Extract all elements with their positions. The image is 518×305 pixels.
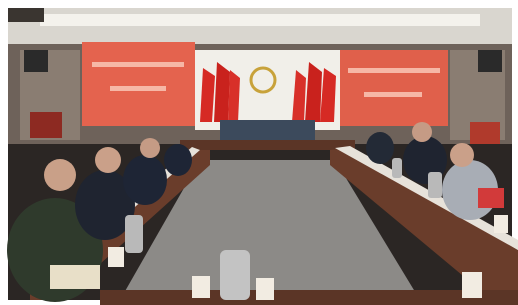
cup xyxy=(256,278,274,300)
flag xyxy=(228,70,240,122)
page xyxy=(0,0,518,305)
cup xyxy=(108,247,124,267)
back-table xyxy=(180,140,355,150)
notebook xyxy=(50,265,100,289)
wall-emblem-left xyxy=(30,112,62,138)
cup xyxy=(494,215,508,233)
cup xyxy=(462,272,482,298)
speaker-right xyxy=(478,50,502,72)
front-table xyxy=(100,290,518,305)
person-head xyxy=(450,143,474,167)
speaker-left xyxy=(24,50,48,72)
meeting-room-photo xyxy=(0,0,518,305)
person-head xyxy=(44,159,76,191)
thermos xyxy=(392,158,402,178)
person xyxy=(164,144,192,176)
thermos xyxy=(220,250,250,300)
wall-emblem-right xyxy=(470,122,500,144)
screen-left xyxy=(82,42,195,126)
thermos xyxy=(125,215,143,253)
ceiling-light xyxy=(40,14,480,26)
screen-left-text-line xyxy=(92,62,184,67)
screen-right xyxy=(340,50,448,126)
person-head xyxy=(140,138,160,158)
person xyxy=(366,132,394,164)
folder xyxy=(478,188,504,208)
cup xyxy=(192,276,210,298)
person-head xyxy=(412,122,432,142)
person xyxy=(123,155,167,205)
screen-right-text-line xyxy=(364,92,422,97)
screen-left-text-line xyxy=(110,86,166,91)
screen-right-text-line xyxy=(348,68,440,73)
thermos xyxy=(428,172,442,198)
back-chairs xyxy=(220,120,315,140)
person-head xyxy=(95,147,121,173)
ceiling-vent xyxy=(8,8,44,22)
